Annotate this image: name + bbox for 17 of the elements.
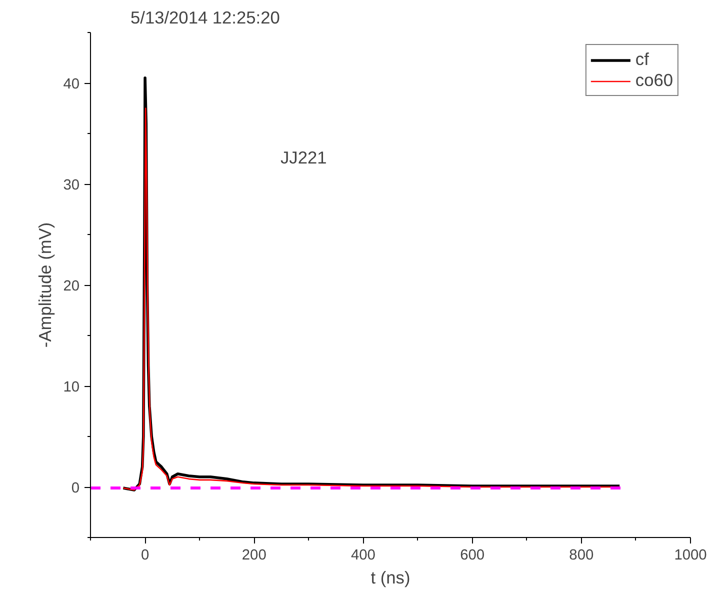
x-tick-label: 600 <box>460 548 485 564</box>
x-tick-label: 0 <box>140 548 150 564</box>
x-tick-label: 1000 <box>674 548 707 564</box>
y-tick-label: 40 <box>63 76 80 92</box>
x-tick-label: 200 <box>242 548 266 564</box>
x-tick-label: 800 <box>569 548 594 564</box>
y-tick-label: 10 <box>63 380 80 396</box>
y-axis-title: -Amplitude (mV) <box>35 222 56 348</box>
x-tick-label: 400 <box>351 548 376 564</box>
legend-label: co60 <box>635 70 673 91</box>
y-tick-label: 30 <box>63 178 80 194</box>
chart-title: 5/13/2014 12:25:20 <box>130 8 280 28</box>
x-axis-title: t (ns) <box>370 568 410 588</box>
y-tick-label: 20 <box>63 278 80 294</box>
legend-label: cf <box>635 49 650 70</box>
y-tick-label: 0 <box>71 480 80 496</box>
annotation: JJ221 <box>280 148 327 168</box>
